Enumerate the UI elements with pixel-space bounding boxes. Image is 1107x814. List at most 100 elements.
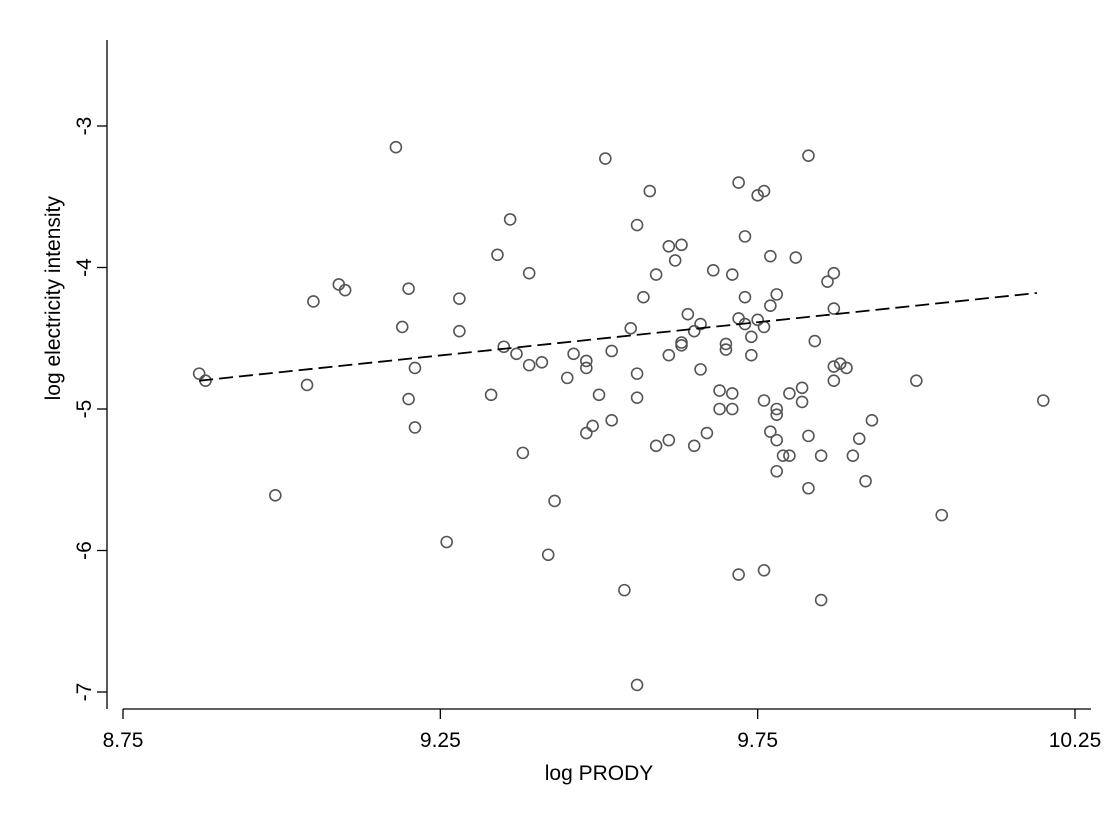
x-ticks: 8.75 9.25 9.75 10.25 xyxy=(103,709,1102,752)
scatter-point xyxy=(624,322,638,335)
scatter-point xyxy=(510,347,523,361)
scatter-point xyxy=(630,218,644,232)
scatter-point xyxy=(503,213,517,226)
scatter-point xyxy=(770,408,784,421)
scatter-point xyxy=(681,307,695,321)
scatter-point xyxy=(751,313,764,327)
scatter-point xyxy=(408,361,422,375)
scatter-point xyxy=(833,357,847,371)
scatter-point xyxy=(300,378,314,392)
scatter-point xyxy=(821,275,834,288)
scatter-point xyxy=(497,340,511,354)
scatter-point xyxy=(567,347,580,361)
scatter-point xyxy=(725,402,739,416)
scatter-point xyxy=(852,432,866,446)
scatter-point xyxy=(395,320,409,334)
scatter-point xyxy=(808,334,822,348)
scatter-point xyxy=(1036,394,1050,407)
x-tick-label: 9.25 xyxy=(420,729,461,752)
scatter-point xyxy=(789,251,803,264)
scatter-point xyxy=(802,481,815,495)
scatter-point xyxy=(840,361,853,375)
scatter-point xyxy=(751,189,764,202)
scatter-point xyxy=(675,339,688,352)
scatter-point xyxy=(827,302,841,315)
scatter-point xyxy=(580,354,593,368)
scatter-point xyxy=(522,266,536,280)
scatter-point xyxy=(795,395,809,409)
scatter-point xyxy=(745,348,758,362)
scatter-point xyxy=(560,371,574,385)
scatter-point xyxy=(827,360,841,373)
scatter-point xyxy=(706,264,720,277)
scatter-point xyxy=(453,292,466,305)
scatter-point xyxy=(516,446,530,460)
scatter-point xyxy=(605,414,618,427)
scatter-point xyxy=(548,494,561,508)
scatter-point xyxy=(814,593,828,607)
scatter-point xyxy=(732,568,745,581)
scatter-point xyxy=(770,433,784,447)
scatter-point xyxy=(408,421,422,434)
scatter-point xyxy=(643,184,657,198)
scatter-point xyxy=(580,361,593,375)
scatter-point xyxy=(580,426,593,440)
scatter-point xyxy=(802,429,815,443)
scatter-point xyxy=(713,402,726,416)
scatter-point xyxy=(764,299,777,313)
scatter-point xyxy=(719,337,733,351)
scatter-point xyxy=(865,414,879,427)
scatter-point xyxy=(694,317,707,331)
scatter-point xyxy=(770,288,784,301)
x-tick-label: 8.75 xyxy=(103,729,144,752)
y-tick-label: -4 xyxy=(73,258,96,277)
scatter-point xyxy=(814,449,828,462)
scatter-point xyxy=(694,363,707,376)
scatter-point xyxy=(630,367,644,380)
scatter-point xyxy=(338,283,352,297)
y-tick-label: -3 xyxy=(73,117,96,136)
x-tick-label: 10.25 xyxy=(1049,729,1102,752)
y-axis-title: log electricity intensity xyxy=(42,196,65,401)
scatter-point xyxy=(541,548,555,562)
y-tick-label: -5 xyxy=(73,400,96,419)
scatter-point xyxy=(713,384,726,397)
scatter-point xyxy=(732,176,745,189)
scatter-point xyxy=(687,439,701,453)
y-ticks: -3 -4 -5 -6 -7 xyxy=(73,117,107,702)
scatter-point xyxy=(307,295,320,308)
scatter-point xyxy=(725,387,739,400)
scatter-point xyxy=(935,508,949,522)
scatter-point xyxy=(630,391,644,404)
scatter-point xyxy=(757,320,771,334)
scatter-point xyxy=(484,388,498,402)
scatter-point xyxy=(402,392,415,406)
scatter-point xyxy=(757,394,771,407)
scatter-point xyxy=(269,489,282,502)
y-tick-label: -6 xyxy=(73,541,96,560)
y-tick-label: -7 xyxy=(73,683,96,702)
x-axis-title: log PRODY xyxy=(545,762,654,785)
scatter-point xyxy=(776,449,790,462)
scatter-point xyxy=(795,381,809,395)
scatter-point xyxy=(738,230,752,243)
scatter-point xyxy=(668,254,682,267)
scatter-point xyxy=(738,290,752,304)
scatter-point xyxy=(770,402,784,416)
scatter-point xyxy=(725,268,739,281)
scatter-point xyxy=(700,426,714,440)
scatter-point xyxy=(491,248,504,262)
scatter-point xyxy=(846,449,860,462)
scatter-point xyxy=(764,425,777,438)
scatter-point xyxy=(675,238,688,252)
scatter-point xyxy=(618,583,631,597)
scatter-point xyxy=(649,439,663,453)
scatter-point xyxy=(827,266,841,280)
scatter-point xyxy=(783,387,796,400)
scatter-point xyxy=(859,474,872,488)
scatter-point xyxy=(719,343,733,356)
scatter-point xyxy=(770,464,784,478)
scatter-point xyxy=(192,367,206,380)
